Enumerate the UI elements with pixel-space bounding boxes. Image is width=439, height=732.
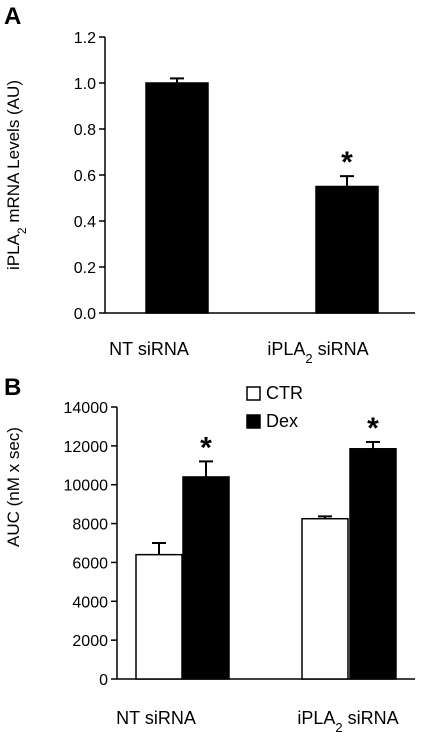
panel-a-x-label-ipla2-sirna: iPLA2 siRNA [267, 339, 368, 366]
panel-b-significance-star-dex-ipla2-sirna: * [367, 412, 379, 445]
panel-b: B AUC (nM x sec) 0 2000 4000 6000 8000 10000 1… [4, 374, 415, 732]
panel-a-y-tick-label: 1.2 [74, 30, 96, 47]
panel-a-y-tick-label: 1.0 [74, 76, 96, 93]
panel-a-y-tick-label: 0.6 [74, 168, 96, 185]
legend: CTR Dex [246, 383, 303, 431]
panel-b-x-label-nt-sirna: NT siRNA [116, 708, 196, 728]
panel-a-y-tick-label: 0.0 [74, 306, 96, 323]
panel-b-label: B [4, 374, 21, 401]
legend-swatch-ctr [246, 386, 261, 401]
panel-b-bar-dex-nt-sirna [182, 476, 230, 680]
panel-a-x-label-nt-sirna: NT siRNA [109, 339, 189, 359]
legend-label-ctr: CTR [266, 383, 303, 403]
panel-b-y-tick-label: 6000 [72, 555, 108, 572]
panel-a-y-axis-label: iPLA2 mRNA Levels (AU) [4, 80, 29, 270]
panel-b-y-tick-label: 4000 [72, 594, 108, 611]
panel-b-y-axis-label: AUC (nM x sec) [4, 427, 23, 547]
panel-b-x-label-ipla2-sirna: iPLA2 siRNA [297, 708, 398, 732]
panel-b-bar-ctr-nt-sirna [135, 553, 183, 680]
panel-a-plot: 0.0 0.2 0.4 0.6 0.8 1.0 1.2 * [74, 30, 415, 323]
panel-a-y-tick-label: 0.2 [74, 260, 96, 277]
panel-a-bar-nt-sirna [145, 82, 209, 314]
panel-b-y-tick-label: 14000 [64, 400, 109, 417]
panel-b-significance-star-dex-nt-sirna: * [200, 431, 212, 464]
panel-b-y-tick-label: 8000 [72, 517, 108, 534]
panel-b-bar-dex-ipla2-sirna [349, 448, 397, 680]
panel-a-significance-star-ipla2-sirna: * [341, 146, 353, 179]
panel-b-y-tick-label: 0 [99, 672, 108, 689]
panel-b-y-tick-label: 12000 [64, 439, 109, 456]
legend-swatch-dex [246, 414, 261, 429]
panel-a: A iPLA2 mRNA Levels (AU) 0.0 0.2 0.4 0.6 0.8… [4, 3, 415, 366]
panel-b-y-tick-label: 2000 [72, 633, 108, 650]
panel-a-bar-ipla2-sirna [315, 185, 379, 314]
panel-a-y-tick-label: 0.4 [74, 214, 96, 231]
legend-label-dex: Dex [266, 411, 298, 431]
panel-b-plot: 0 2000 4000 6000 8000 10000 12000 14000 * * [64, 400, 415, 689]
panel-b-bar-ctr-ipla2-sirna [301, 517, 349, 680]
panel-a-y-tick-label: 0.8 [74, 122, 96, 139]
panel-a-label: A [4, 3, 21, 30]
panel-b-y-tick-label: 10000 [64, 478, 109, 495]
